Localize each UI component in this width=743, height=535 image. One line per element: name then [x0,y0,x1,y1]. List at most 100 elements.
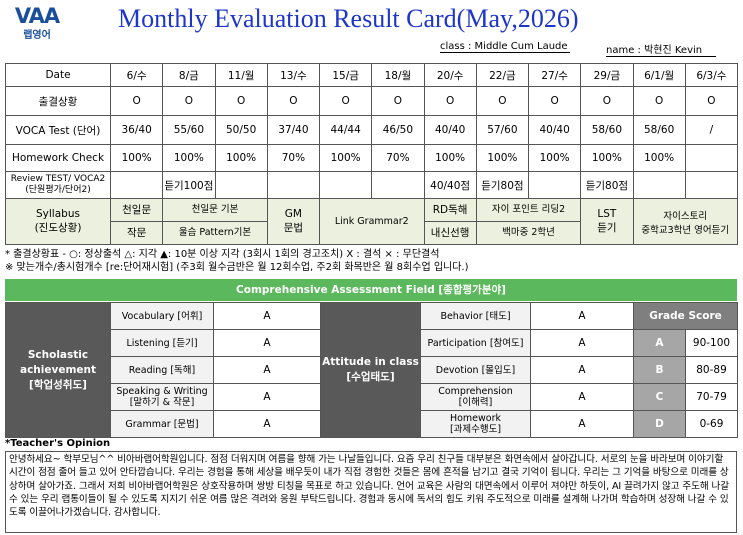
row-label-line: Homework Check [11,152,105,164]
syllabus-bottom: 울슴 Pattern기본 [178,227,252,238]
cell: 100% [214,144,268,172]
header-row: Date 6/수 8/금 11/월 13/수 15/금 18/월 20/수 22/금 27/수 29… [5,63,739,87]
row-label-line: (진도상황) [34,222,82,234]
item-name: Comprehension [이해력] [420,383,531,411]
cell: 44/44 [318,115,373,145]
syllabus-bottom: 내신선행 [430,227,470,239]
item-name: Grammar [문법] [110,410,214,438]
cell: 100% [475,144,530,172]
grade-range: 80-89 [684,356,739,384]
syllabus-line: 자이스토리 [663,210,708,222]
cell: 40/40점 [423,171,477,199]
syllabus-cell: RD독해 내신선행 [423,198,477,245]
syllabus-cell: 자이스토리 중학교3학년 영어듣기 [632,198,738,245]
row-label: Review TEST/ VOCA2 (단원평가/단어2) [5,171,111,199]
cell: 100% [162,144,216,172]
cell [632,171,686,199]
header-cell: 29/금 [580,63,634,87]
cell: 50/50 [214,115,268,145]
cell: 70% [266,144,321,172]
cell: O [527,86,582,116]
syllabus-bottom: 백마중 2학년 [502,227,555,238]
row: VOCA Test (단어) 36/40 55/60 50/50 37/40 44/44 4… [5,115,739,145]
logo-mark: VAA [14,4,60,28]
title: Monthly Evaluation Result Card(May,2026) [118,4,579,33]
syllabus-line: GM [284,208,302,220]
grade-letter: D [633,410,686,438]
item-grade: A [213,329,321,357]
cell: O [475,86,530,116]
group-label: Attitude in class [수업태도] [320,302,421,438]
item-grade: A [530,410,634,438]
item-line: [말하기 & 작문] [129,397,195,408]
item-line: Vocabulary [어휘] [121,310,203,322]
item-line: Homework [449,413,502,424]
item-line: Devotion [몰입도] [435,364,516,376]
item-line: [과제수행도] [449,424,502,435]
syllabus-top: 천일문 [111,200,162,222]
cell: O [580,86,634,116]
cell: 46/50 [371,115,425,145]
grade-letter: B [633,356,686,384]
row-label-line: 출결상황 [38,95,78,108]
assessment-table: Scholastic achievement [학업성취도] Vocabulary [… [5,302,739,438]
row-label-line: Syllabus [36,208,80,220]
cell: O [214,86,268,116]
item-name: Reading [독해] [110,356,214,384]
row-label: VOCA Test (단어) [5,115,111,145]
item-grade: A [530,302,634,330]
assessment-banner: Comprehensive Assessment Field [종합평가분야] [5,279,737,301]
header-cell: 11/월 [214,63,268,87]
cell [109,171,164,199]
item-grade: A [530,383,634,411]
cell [527,171,582,199]
item-line: Speaking & Writing [116,386,208,397]
item-grade: A [213,410,321,438]
item-line: Grammar [문법] [125,418,199,430]
logo: VAA 랩영어 [12,4,62,41]
cell: O [318,86,373,116]
item-line: Reading [독해] [128,364,196,376]
item-name: Homework [과제수행도] [420,410,531,438]
syllabus-cell: Link Grammar2 [319,198,425,245]
syllabus-line: 듣기 [597,222,617,234]
syllabus-top: 자이 포인트 리딩2 [477,200,580,222]
cell: O [109,86,164,116]
cell: 70% [371,144,425,172]
cell: O [266,86,321,116]
syllabus-cell: 천일문 작문 [109,198,164,245]
row: Listening [듣기] A Participation [참여도] A A 90-1… [6,329,739,357]
grade-range: 90-100 [684,329,739,357]
item-grade: A [213,356,321,384]
cell [266,171,321,199]
group-label-line: achievement [19,363,97,376]
header-cell: 6/수 [109,63,164,87]
cell [684,144,739,172]
cell: 100% [580,144,634,172]
cell: 100% [527,144,582,172]
syllabus-top: 천일문 기본 [163,200,267,222]
group-label-line: Scholastic [27,348,89,361]
syllabus-cell: GM 문법 [266,198,321,245]
row-label-line: (단원평가/단어2) [25,185,91,195]
syllabus-cell: 자이 포인트 리딩2 백마중 2학년 [475,198,582,245]
header-cell: 22/금 [475,63,530,87]
item-grade: A [530,356,634,384]
header-cell: 8/금 [162,63,216,87]
syllabus-line: Link Grammar2 [334,216,409,227]
name-label: name : 박현진 Kevin [606,41,716,57]
item-name: Speaking & Writing [말하기 & 작문] [110,383,214,411]
item-grade: A [213,302,321,330]
cell: O [423,86,477,116]
item-line: Behavior [태도] [440,310,511,322]
syllabus-cell: LST 듣기 [580,198,634,245]
row: Homework Check 100% 100% 100% 70% 100% 70% 100%… [5,144,739,172]
cell: 듣기100점 [162,171,216,199]
header-cell: 13/수 [266,63,321,87]
cell [214,171,268,199]
logo-sub: 랩영어 [23,30,51,41]
opinion-title: *Teacher's Opinion [5,438,111,449]
cell: / [684,115,739,145]
item-line: Comprehension [438,386,513,397]
